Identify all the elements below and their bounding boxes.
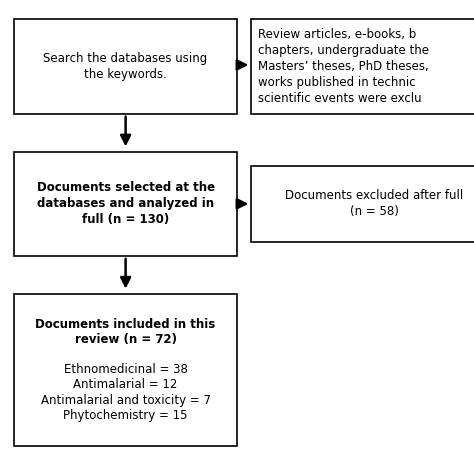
Bar — [251, 166, 474, 242]
Text: chapters, undergraduate the: chapters, undergraduate the — [258, 44, 429, 57]
Bar — [14, 19, 237, 114]
Text: scientific events were exclu: scientific events were exclu — [258, 92, 422, 105]
Text: Documents selected at the: Documents selected at the — [36, 181, 215, 194]
Text: Antimalarial = 12: Antimalarial = 12 — [73, 378, 178, 392]
Text: works published in technic: works published in technic — [258, 76, 416, 89]
Text: Ethnomedicinal = 38: Ethnomedicinal = 38 — [64, 363, 188, 376]
Text: the keywords.: the keywords. — [84, 68, 167, 81]
Text: Documents included in this: Documents included in this — [36, 318, 216, 331]
Text: full (n = 130): full (n = 130) — [82, 213, 169, 227]
Bar — [251, 19, 474, 114]
Bar — [14, 152, 237, 256]
Text: (n = 58): (n = 58) — [350, 205, 399, 219]
Text: Masters’ theses, PhD theses,: Masters’ theses, PhD theses, — [258, 60, 429, 73]
Bar — [14, 294, 237, 446]
Text: Antimalarial and toxicity = 7: Antimalarial and toxicity = 7 — [41, 393, 210, 407]
Text: Phytochemistry = 15: Phytochemistry = 15 — [64, 409, 188, 422]
Text: Review articles, e-books, b: Review articles, e-books, b — [258, 27, 417, 41]
Text: Search the databases using: Search the databases using — [44, 52, 208, 65]
Text: Documents excluded after full: Documents excluded after full — [285, 189, 464, 202]
Text: review (n = 72): review (n = 72) — [74, 333, 177, 346]
Text: databases and analyzed in: databases and analyzed in — [37, 197, 214, 210]
